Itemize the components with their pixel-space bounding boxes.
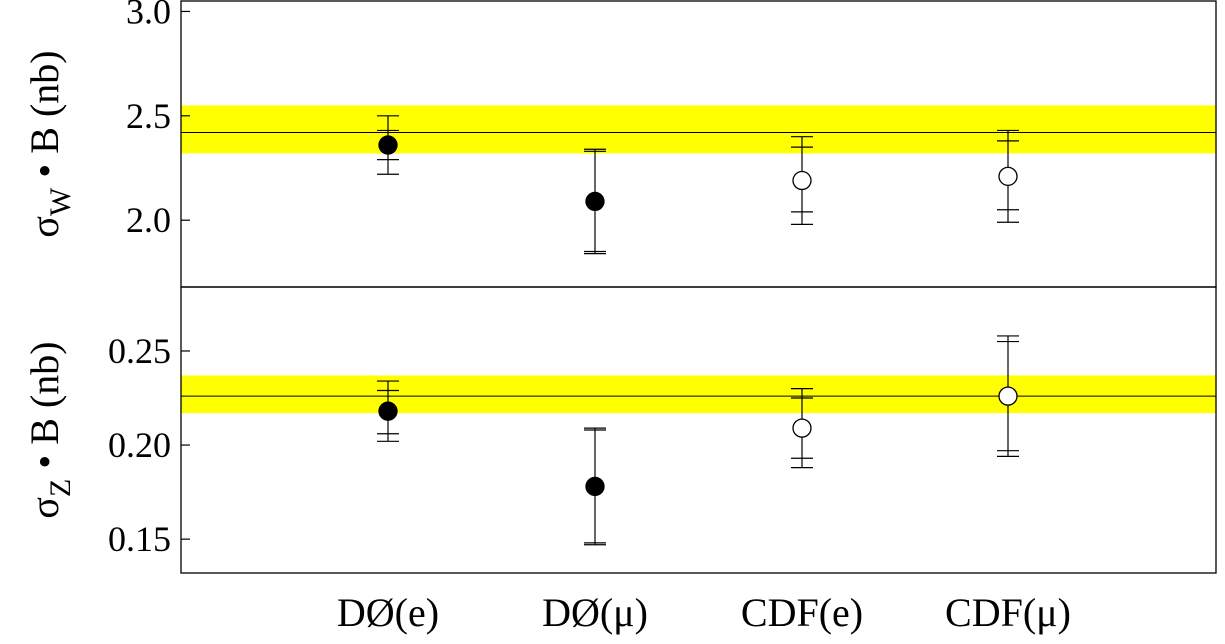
data-point-1 [584, 427, 606, 546]
y-axis-label: σW • B (nb) [22, 50, 77, 237]
open-marker [792, 170, 812, 191]
y-label-rest: • B (nb) [22, 50, 67, 187]
x-tick-label: DØ(μ) [542, 590, 648, 635]
y-label-subscript: Z [44, 479, 77, 497]
y-tick-label: 3.0 [126, 0, 171, 31]
y-label-rest: • B (nb) [22, 341, 67, 478]
x-tick-labels: DØ(e) DØ(μ) CDF(e) CDF(μ) [337, 590, 1071, 635]
bottom-panel: 0.15 0.20 0.25 σZ • B (nb) [22, 286, 1217, 574]
filled-marker [378, 401, 398, 421]
y-axis-label: σZ • B (nb) [22, 341, 77, 518]
y-tick-label: 0.25 [108, 331, 171, 371]
panel-frame [180, 286, 1217, 574]
reference-band [181, 105, 1216, 154]
y-label-subscript: W [44, 187, 77, 216]
data-point-0 [377, 380, 399, 442]
data-point-3 [997, 129, 1019, 223]
reference-band [181, 375, 1216, 414]
data-point-1 [584, 148, 606, 255]
open-marker [998, 166, 1018, 187]
y-label-sigma: σ [22, 497, 67, 519]
data-point-2 [791, 136, 813, 225]
y-tick-label: 0.20 [108, 425, 171, 465]
data-point-2 [791, 388, 813, 469]
x-tick-label: CDF(e) [741, 590, 863, 635]
data-point-3 [997, 335, 1019, 457]
data-point-0 [377, 115, 399, 175]
open-marker [998, 386, 1018, 406]
filled-marker [585, 191, 605, 212]
filled-marker [378, 135, 398, 155]
y-tick-label: 2.0 [126, 200, 171, 240]
y-label-sigma: σ [22, 216, 67, 238]
filled-marker [585, 476, 605, 497]
x-tick-label: DØ(e) [337, 590, 439, 635]
open-marker [792, 418, 812, 438]
y-tick-label: 0.15 [108, 519, 171, 559]
top-panel: 2.0 2.5 3.0 σW • B (nb) [22, 0, 1217, 288]
x-tick-label: CDF(μ) [945, 590, 1071, 635]
y-tick-label: 2.5 [126, 96, 171, 136]
